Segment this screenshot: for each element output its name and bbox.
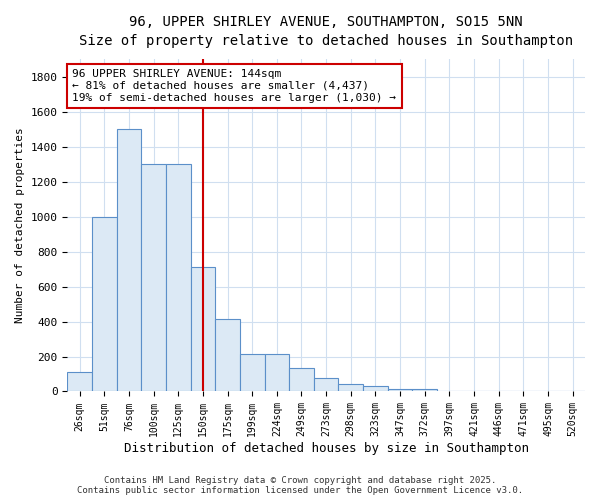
Bar: [289, 368, 314, 392]
Bar: [265, 354, 289, 392]
Bar: [141, 164, 166, 392]
Bar: [166, 164, 191, 392]
Text: Contains HM Land Registry data © Crown copyright and database right 2025.
Contai: Contains HM Land Registry data © Crown c…: [77, 476, 523, 495]
Bar: [338, 384, 363, 392]
Bar: [314, 378, 338, 392]
X-axis label: Distribution of detached houses by size in Southampton: Distribution of detached houses by size …: [124, 442, 529, 455]
Bar: [67, 372, 92, 392]
Y-axis label: Number of detached properties: Number of detached properties: [15, 128, 25, 324]
Bar: [116, 130, 141, 392]
Bar: [240, 354, 265, 392]
Bar: [191, 268, 215, 392]
Title: 96, UPPER SHIRLEY AVENUE, SOUTHAMPTON, SO15 5NN
Size of property relative to det: 96, UPPER SHIRLEY AVENUE, SOUTHAMPTON, S…: [79, 15, 573, 48]
Bar: [412, 389, 437, 392]
Bar: [92, 216, 116, 392]
Bar: [388, 389, 412, 392]
Bar: [215, 319, 240, 392]
Text: 96 UPPER SHIRLEY AVENUE: 144sqm
← 81% of detached houses are smaller (4,437)
19%: 96 UPPER SHIRLEY AVENUE: 144sqm ← 81% of…: [73, 70, 397, 102]
Bar: [363, 386, 388, 392]
